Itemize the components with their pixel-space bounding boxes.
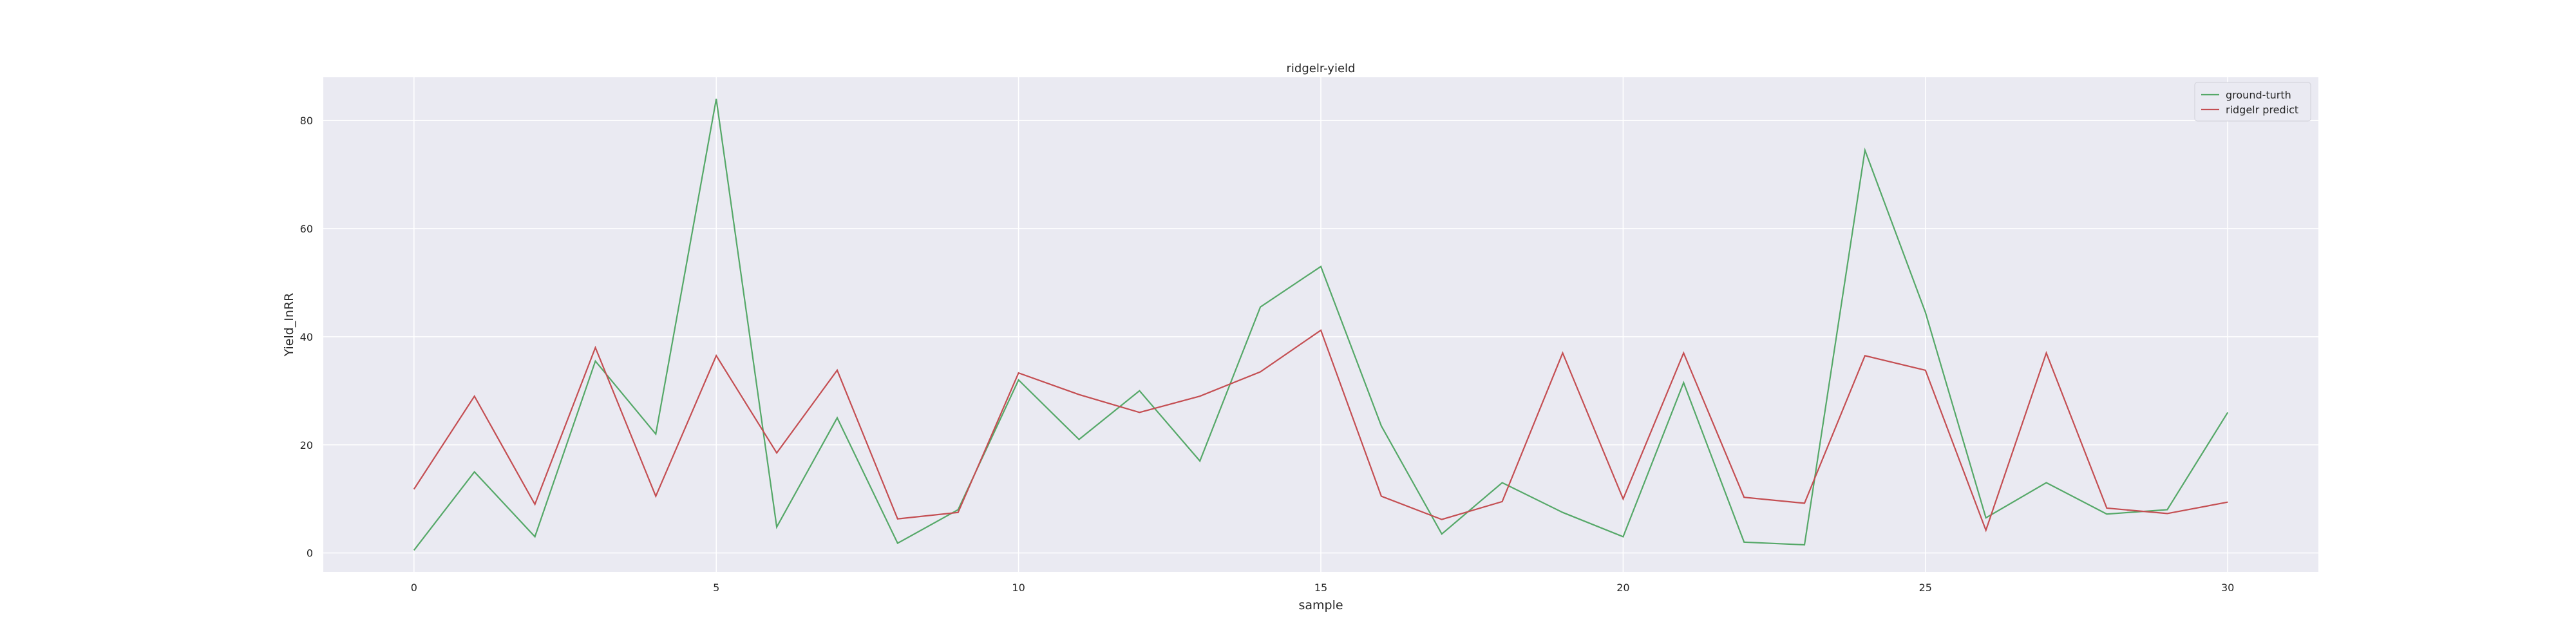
legend-box — [2194, 82, 2311, 122]
legend-label-1: ground-turth — [2226, 89, 2291, 101]
y-axis-label: Yield_InRR — [282, 293, 296, 357]
grid — [323, 77, 2318, 572]
x-tick-label: 30 — [2221, 582, 2234, 594]
x-tick-label: 5 — [713, 582, 719, 594]
x-tick-label: 0 — [411, 582, 417, 594]
x-axis-label: sample — [1298, 598, 1343, 612]
x-tick-label: 20 — [1616, 582, 1629, 594]
legend-label-2: ridgelr predict — [2226, 104, 2298, 116]
y-tick-label: 0 — [307, 547, 313, 560]
series-group — [413, 99, 2229, 551]
y-tick-label: 80 — [300, 115, 313, 127]
x-tick-label: 10 — [1012, 582, 1025, 594]
x-axis-ticks: 0 5 10 15 20 25 30 — [411, 582, 2235, 594]
series-line-2 — [413, 329, 2228, 533]
y-tick-label: 40 — [300, 331, 313, 343]
x-tick-label: 25 — [1919, 582, 1932, 594]
y-tick-label: 20 — [300, 439, 313, 451]
y-tick-label: 60 — [300, 223, 313, 235]
chart-title: ridgelr-yield — [1287, 62, 1356, 75]
y-axis-ticks: 0 20 40 60 80 — [300, 115, 313, 559]
legend: ground-turth ridgelr predict — [2194, 82, 2311, 122]
x-tick-label: 15 — [1314, 582, 1327, 594]
series-line-1 — [413, 99, 2229, 551]
